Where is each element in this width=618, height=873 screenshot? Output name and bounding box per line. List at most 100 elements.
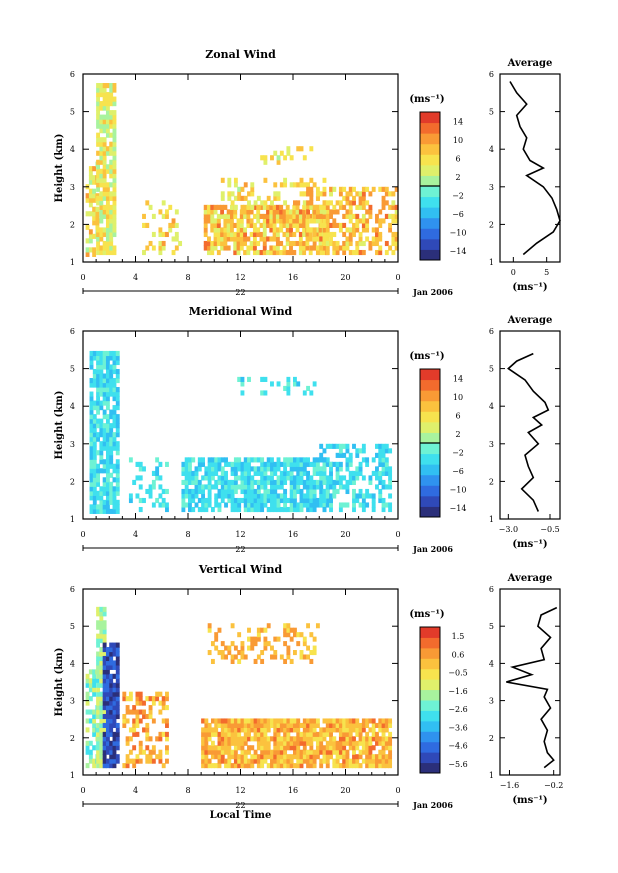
heatmap-cell	[361, 740, 366, 746]
heatmap-cell	[207, 736, 212, 742]
heatmap-cell	[296, 731, 301, 737]
heatmap-cell	[325, 722, 330, 728]
heatmap-cell	[158, 227, 163, 233]
heatmap-cell	[312, 466, 317, 472]
heatmap-cell	[329, 727, 333, 733]
heatmap-cell	[302, 227, 307, 233]
heatmap-cell	[286, 381, 291, 387]
heatmap-cell	[298, 249, 303, 256]
heatmap-cell	[92, 414, 97, 420]
heatmap-cell	[270, 749, 274, 755]
heatmap-cell	[102, 355, 107, 361]
heatmap-cell	[388, 448, 393, 454]
heatmap-cell	[102, 391, 107, 397]
heatmap-cell	[352, 249, 356, 256]
heatmap-cell	[283, 475, 288, 481]
heatmap-cell	[112, 218, 117, 224]
heatmap-cell	[342, 231, 347, 238]
heatmap-cell	[247, 376, 251, 382]
heatmap-cell	[92, 405, 97, 411]
heatmap-cell	[335, 222, 340, 229]
heatmap-cell	[88, 696, 93, 702]
heatmap-cell	[338, 731, 343, 737]
heatmap-cell	[256, 740, 261, 746]
heatmap-cell	[92, 382, 97, 388]
heatmap-cell	[338, 506, 343, 513]
heatmap-cell	[105, 691, 110, 697]
heatmap-cell	[96, 195, 101, 201]
heatmap-cell	[289, 155, 294, 161]
heatmap-cell	[109, 409, 114, 415]
heatmap-cell	[302, 249, 307, 256]
heatmap-cell	[89, 436, 94, 442]
heatmap-cell	[345, 466, 350, 472]
heatmap-cell	[240, 484, 245, 490]
heatmap-cell	[99, 660, 104, 666]
heatmap-cell	[266, 623, 271, 629]
heatmap-cell	[227, 479, 232, 486]
heatmap-cell	[263, 627, 268, 633]
heatmap-cell	[109, 450, 114, 456]
heatmap-cell	[112, 155, 117, 161]
heatmap-cell	[96, 655, 101, 662]
heatmap-cell	[352, 186, 356, 192]
heatmap-cell	[112, 164, 117, 170]
heatmap-cell	[256, 218, 261, 224]
heatmap-cell	[381, 186, 386, 192]
heatmap-cell	[299, 466, 304, 472]
heatmap-cell	[365, 200, 370, 206]
heatmap-cell	[207, 479, 212, 486]
heatmap-cell	[371, 240, 376, 247]
heatmap-cell	[105, 222, 110, 229]
heatmap-cell	[138, 718, 143, 724]
heatmap-cell	[358, 191, 363, 197]
heatmap-cell	[109, 423, 114, 429]
heatmap-cell	[308, 236, 313, 242]
heatmap-cell	[355, 227, 360, 233]
heatmap-cell	[289, 727, 294, 733]
heatmap-cell	[309, 200, 314, 206]
heatmap-cell	[96, 664, 101, 670]
heatmap-cell	[259, 204, 264, 210]
heatmap-cell	[273, 654, 278, 660]
heatmap-cell	[296, 484, 301, 490]
heatmap-cell	[223, 222, 228, 229]
heatmap-cell	[132, 718, 137, 724]
heatmap-cell	[115, 745, 120, 751]
heatmap-cell	[361, 718, 366, 724]
heatmap-cell	[227, 191, 232, 197]
heatmap-cell	[135, 722, 140, 728]
heatmap-cell	[226, 209, 231, 215]
heatmap-cell	[89, 481, 94, 487]
heatmap-cell	[276, 727, 281, 733]
heatmap-cell	[315, 731, 320, 737]
heatmap-cell	[299, 470, 304, 476]
heatmap-cell	[203, 204, 208, 210]
heatmap-cell	[227, 488, 232, 495]
heatmap-cell	[210, 641, 215, 647]
heatmap-cell	[155, 754, 160, 760]
heatmap-cell	[217, 493, 222, 499]
heatmap-cell	[275, 227, 280, 233]
heatmap-cell	[273, 150, 278, 156]
heatmap-cell	[322, 470, 327, 476]
heatmap-cell	[293, 745, 297, 751]
heatmap-cell	[109, 508, 114, 514]
heatmap-cell	[262, 227, 267, 233]
heatmap-cell	[365, 740, 370, 746]
heatmap-cell	[240, 497, 245, 504]
heatmap-cell	[338, 461, 343, 467]
heatmap-cell	[99, 722, 104, 728]
average-x-tick-label: 0	[511, 268, 516, 277]
heatmap-cell	[158, 700, 163, 706]
heatmap-cell	[312, 754, 317, 760]
heatmap-cell	[92, 206, 97, 212]
heatmap-cell	[227, 650, 232, 656]
heatmap-cell	[112, 231, 117, 238]
heatmap-cell	[246, 249, 251, 256]
heatmap-cell	[371, 502, 376, 508]
heatmap-cell	[283, 182, 288, 188]
heatmap-cell	[256, 493, 261, 499]
heatmap-cell	[305, 218, 310, 224]
